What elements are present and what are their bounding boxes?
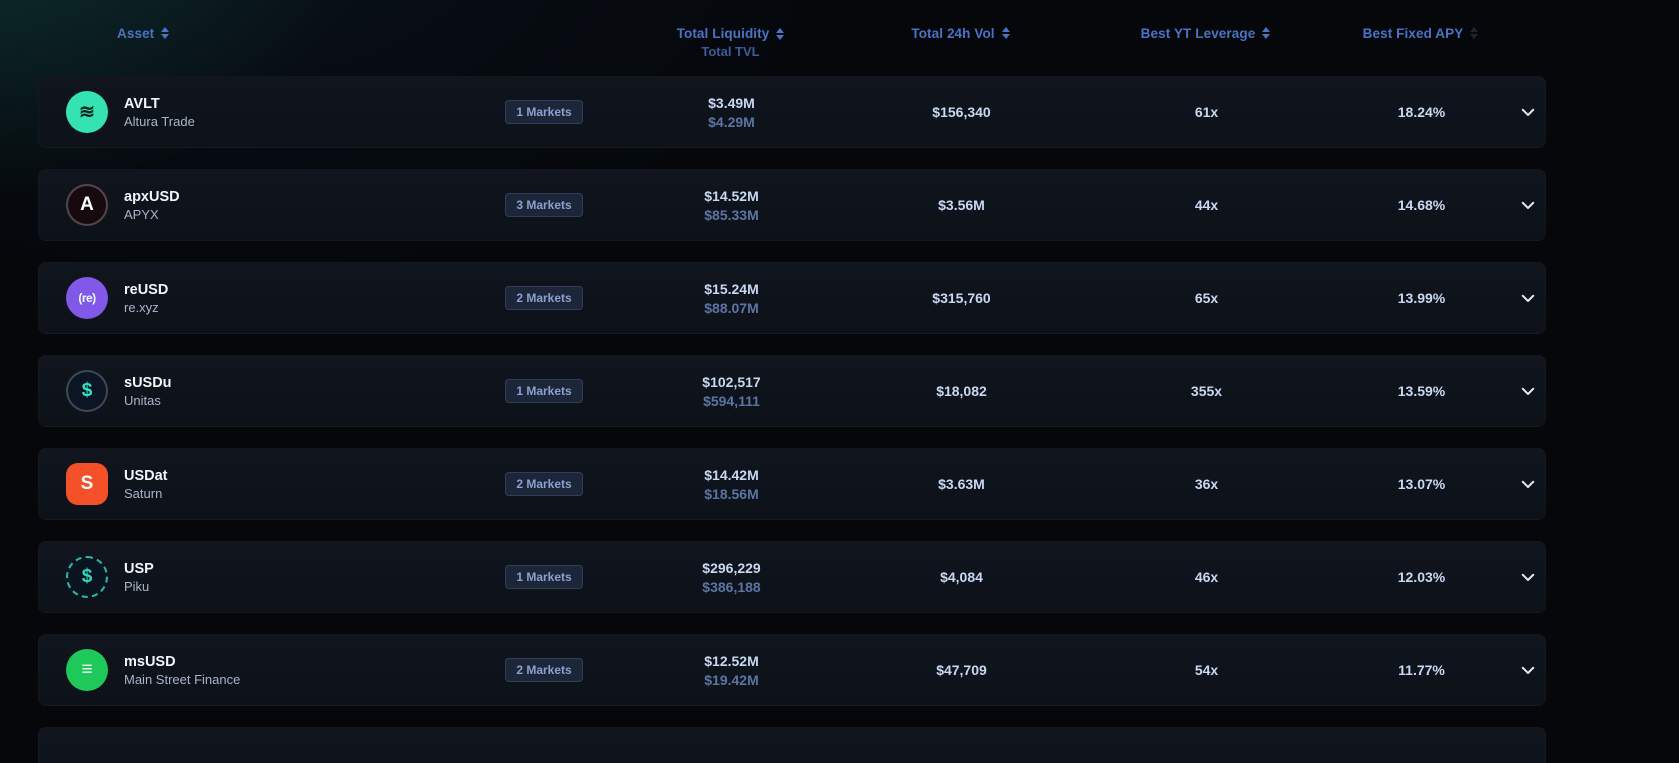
expand-chevron-icon[interactable] xyxy=(1519,661,1537,679)
unitas-logo-icon: $ xyxy=(66,370,108,412)
liquidity-value: $14.52M xyxy=(704,187,759,204)
tvl-value: $19.42M xyxy=(704,671,759,688)
asset-project-name: Piku xyxy=(124,578,150,594)
leverage-value: 36x xyxy=(1194,476,1219,492)
asset-symbol: msUSD xyxy=(124,653,176,670)
column-header-asset[interactable]: Asset xyxy=(38,26,468,41)
apy-value: 12.03% xyxy=(1397,569,1446,585)
tvl-value: $4.29M xyxy=(708,113,755,130)
leverage-value: 355x xyxy=(1190,383,1223,399)
asset-project-name: Unitas xyxy=(124,392,161,408)
expand-chevron-icon[interactable] xyxy=(1519,568,1537,586)
asset-row-msusd[interactable]: ≡ msUSD Main Street Finance 2 Markets $1… xyxy=(38,634,1546,706)
tvl-value: $18.56M xyxy=(704,485,759,502)
expand-chevron-icon[interactable] xyxy=(1519,289,1537,307)
asset-row-usp[interactable]: $ USP Piku 1 Markets $296,229 $386,188 $… xyxy=(38,541,1546,613)
expand-chevron-icon[interactable] xyxy=(1519,475,1537,493)
asset-project-name: APYX xyxy=(124,206,159,222)
column-header-liquidity[interactable]: Total Liquidity Total TVL xyxy=(618,26,843,59)
expand-chevron-icon[interactable] xyxy=(1519,103,1537,121)
volume-value: $156,340 xyxy=(932,104,991,120)
column-sublabel: Total TVL xyxy=(701,44,760,59)
asset-symbol: reUSD xyxy=(124,281,169,298)
markets-badge: 3 Markets xyxy=(505,193,583,217)
leverage-value: 44x xyxy=(1194,197,1219,213)
leverage-value: 46x xyxy=(1194,569,1219,585)
markets-badge: 2 Markets xyxy=(505,658,583,682)
asset-symbol: USP xyxy=(124,560,154,577)
main-street-finance-logo-icon: ≡ xyxy=(66,649,108,691)
asset-project-name: Saturn xyxy=(124,485,163,501)
column-header-apy[interactable]: Best Fixed APY xyxy=(1333,26,1508,41)
markets-badge: 1 Markets xyxy=(505,100,583,124)
leverage-value: 54x xyxy=(1194,662,1219,678)
tvl-value: $88.07M xyxy=(704,299,759,316)
apy-value: 14.68% xyxy=(1397,197,1446,213)
asset-row-apxusd[interactable]: A apxUSD APYX 3 Markets $14.52M $85.33M … xyxy=(38,169,1546,241)
sort-icon xyxy=(1262,27,1271,39)
piku-logo-icon: $ xyxy=(66,556,108,598)
avlt-logo-icon: ≋ xyxy=(66,91,108,133)
apy-value: 18.24% xyxy=(1397,104,1446,120)
saturn-logo-icon: S xyxy=(66,463,108,505)
asset-symbol: USDat xyxy=(124,467,168,484)
liquidity-value: $14.42M xyxy=(704,466,759,483)
sort-icon xyxy=(776,28,785,40)
tvl-value: $594,111 xyxy=(703,392,760,409)
sort-icon xyxy=(1001,27,1010,39)
asset-row-avlt[interactable]: ≋ AVLT Altura Trade 1 Markets $3.49M $4.… xyxy=(38,76,1546,148)
expand-chevron-icon[interactable] xyxy=(1519,382,1537,400)
apyx-logo-icon: A xyxy=(66,184,108,226)
apy-value: 13.07% xyxy=(1397,476,1446,492)
apy-value: 13.99% xyxy=(1397,290,1446,306)
column-label: Total Liquidity xyxy=(676,26,770,41)
markets-table: Asset Total Liquidity Total TVL Total 24… xyxy=(38,0,1546,763)
apy-value: 13.59% xyxy=(1397,383,1446,399)
tvl-value: $386,188 xyxy=(702,578,761,595)
liquidity-value: $12.52M xyxy=(704,652,759,669)
volume-value: $3.56M xyxy=(938,197,985,213)
asset-project-name: re.xyz xyxy=(124,299,159,315)
asset-row-susdu[interactable]: $ sUSDu Unitas 1 Markets $102,517 $594,1… xyxy=(38,355,1546,427)
volume-value: $3.63M xyxy=(938,476,985,492)
tvl-value: $85.33M xyxy=(704,206,759,223)
volume-value: $47,709 xyxy=(936,662,987,678)
table-header: Asset Total Liquidity Total TVL Total 24… xyxy=(38,10,1546,76)
liquidity-value: $296,229 xyxy=(702,559,761,576)
markets-badge: 1 Markets xyxy=(505,379,583,403)
markets-badge: 2 Markets xyxy=(505,286,583,310)
volume-value: $4,084 xyxy=(940,569,983,585)
column-label: Best Fixed APY xyxy=(1362,26,1464,41)
column-header-volume[interactable]: Total 24h Vol xyxy=(843,26,1078,41)
asset-symbol: AVLT xyxy=(124,95,160,112)
liquidity-value: $3.49M xyxy=(708,94,755,111)
column-label: Total 24h Vol xyxy=(911,26,995,41)
sort-icon xyxy=(161,27,170,39)
partial-next-row[interactable] xyxy=(38,727,1546,763)
asset-symbol: apxUSD xyxy=(124,188,180,205)
column-header-leverage[interactable]: Best YT Leverage xyxy=(1078,26,1333,41)
re-xyz-logo-icon: (re) xyxy=(66,277,108,319)
markets-badge: 2 Markets xyxy=(505,472,583,496)
asset-project-name: Altura Trade xyxy=(124,113,195,129)
liquidity-value: $15.24M xyxy=(704,280,759,297)
volume-value: $315,760 xyxy=(932,290,991,306)
asset-project-name: Main Street Finance xyxy=(124,671,241,687)
expand-chevron-icon[interactable] xyxy=(1519,196,1537,214)
volume-value: $18,082 xyxy=(936,383,987,399)
liquidity-value: $102,517 xyxy=(702,373,761,390)
asset-row-usdat[interactable]: S USDat Saturn 2 Markets $14.42M $18.56M… xyxy=(38,448,1546,520)
apy-value: 11.77% xyxy=(1398,662,1445,678)
leverage-value: 65x xyxy=(1194,290,1219,306)
asset-row-reusd[interactable]: (re) reUSD re.xyz 2 Markets $15.24M $88.… xyxy=(38,262,1546,334)
sort-icon-active xyxy=(1470,27,1479,39)
asset-symbol: sUSDu xyxy=(124,374,172,391)
leverage-value: 61x xyxy=(1194,104,1219,120)
column-label: Best YT Leverage xyxy=(1140,26,1256,41)
markets-badge: 1 Markets xyxy=(505,565,583,589)
column-label: Asset xyxy=(117,26,155,41)
